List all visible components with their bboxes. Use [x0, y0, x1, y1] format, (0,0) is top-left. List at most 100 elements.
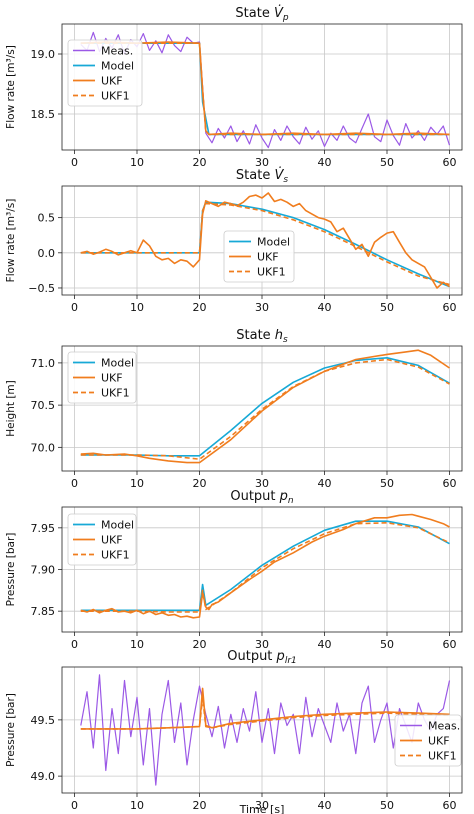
x-tick-label: 60 [443, 638, 457, 651]
legend-label-ukf: UKF [428, 735, 450, 748]
legend: Model UKF UKF1 [67, 351, 137, 404]
x-tick-label: 50 [380, 799, 394, 812]
x-tick-label: 60 [443, 156, 457, 169]
series-line-ukf1 [80, 202, 450, 286]
series-line-model [80, 520, 450, 612]
legend: Meas. UKF UKF1 [394, 714, 462, 767]
x-tick-label: 30 [255, 477, 269, 490]
y-tick-label: 70.5 [31, 399, 56, 412]
series-line-ukf [80, 349, 450, 464]
x-tick-label: 30 [255, 301, 269, 314]
legend-label-ukf: UKF [101, 372, 123, 385]
x-tick-label: 10 [130, 156, 144, 169]
legend-box [67, 39, 143, 107]
legend-label-ukf1: UKF1 [101, 549, 130, 562]
x-tick-label: 40 [318, 301, 332, 314]
legend: Model UKF UKF1 [223, 230, 295, 283]
panel-title: Output pn [230, 489, 294, 506]
y-tick-label: 7.95 [31, 522, 56, 535]
legend-label-ukf: UKF [257, 251, 279, 264]
legend-label-ukf1: UKF1 [101, 387, 130, 400]
y-tick-label: 19.0 [31, 48, 56, 61]
legend-box [223, 230, 295, 283]
x-tick-label: 40 [318, 638, 332, 651]
legend-label-meas: Meas. [101, 45, 133, 58]
x-tick-label: 20 [193, 156, 207, 169]
x-tick-label: 50 [380, 156, 394, 169]
y-tick-label: 7.85 [31, 605, 56, 618]
legend-label-model: Model [101, 60, 134, 73]
y-axis-label: Flow rate [m³/s] [5, 45, 17, 129]
x-tick-label: 40 [318, 156, 332, 169]
x-tick-label: 50 [380, 638, 394, 651]
x-tick-label: 0 [71, 156, 78, 169]
series-line-ukf1 [80, 42, 450, 136]
chart-panel-1: 0 10 20 30 40 50 60 18.5 19.0 State V̇p Flow rate … [5, 6, 463, 169]
x-tick-label: 0 [71, 638, 78, 651]
legend: Meas. Model UKF UKF1 [67, 39, 143, 107]
y-tick-label: 49.0 [31, 770, 56, 783]
x-tick-label: 30 [255, 156, 269, 169]
x-tick-label: 20 [193, 301, 207, 314]
y-tick-label: 71.0 [31, 357, 56, 370]
series-line-ukf1 [80, 358, 450, 461]
x-tick-label: 10 [130, 301, 144, 314]
panel-title: Output plr1 [227, 649, 297, 666]
x-tick-label: 10 [130, 477, 144, 490]
y-axis-label: Flow rate [m³/s] [5, 199, 17, 283]
x-tick-label: 10 [130, 638, 144, 651]
y-tick-label: 0.0 [38, 247, 56, 260]
x-tick-label: 20 [193, 799, 207, 812]
legend: Model UKF UKF1 [67, 513, 137, 566]
legend-label-ukf1: UKF1 [428, 750, 457, 763]
x-tick-label: 0 [71, 799, 78, 812]
y-axis-label: Pressure [bar] [5, 693, 17, 767]
chart-panel-4: 0 10 20 30 40 50 60 7.85 7.90 7.95 Output pn Pressu… [5, 489, 463, 651]
x-tick-label: 40 [318, 799, 332, 812]
x-tick-label: 30 [255, 638, 269, 651]
panel-title: State hs [236, 328, 288, 345]
series-line-ukf1 [80, 521, 450, 613]
legend-label-model: Model [257, 236, 290, 249]
legend-label-ukf: UKF [101, 75, 123, 88]
x-tick-label: 0 [71, 301, 78, 314]
y-tick-label: 7.90 [31, 564, 56, 577]
y-tick-label: 70.0 [31, 441, 56, 454]
y-axis-label: Height [m] [5, 380, 17, 436]
x-tick-label: 30 [255, 799, 269, 812]
x-tick-label: 60 [443, 301, 457, 314]
series-line-ukf1 [80, 696, 450, 730]
x-tick-label: 50 [380, 301, 394, 314]
y-tick-label: −0.5 [28, 282, 55, 295]
legend-label-model: Model [101, 519, 134, 532]
series-line-meas [80, 31, 451, 149]
series-line-meas [80, 674, 451, 786]
chart-panel-3: 0 10 20 30 40 50 60 70.0 70.5 71.0 State hs Height … [5, 328, 463, 490]
x-tick-label: 60 [443, 799, 457, 812]
legend-label-meas: Meas. [428, 720, 460, 733]
x-tick-label: 0 [71, 477, 78, 490]
legend-box [67, 351, 137, 404]
x-tick-label: 20 [193, 477, 207, 490]
y-tick-label: 0.5 [38, 212, 56, 225]
series-line-ukf [80, 41, 450, 136]
y-tick-label: 18.5 [31, 108, 56, 121]
y-axis-label: Pressure [bar] [5, 533, 17, 607]
x-tick-label: 50 [380, 477, 394, 490]
legend-label-ukf1: UKF1 [257, 266, 286, 279]
panel-title: State V̇s [236, 168, 288, 185]
legend-box [394, 714, 462, 767]
legend-label-ukf: UKF [101, 534, 123, 547]
chart-panel-2: 0 10 20 30 40 50 60 −0.5 0.0 0.5 State V̇s Flow rat… [5, 168, 463, 314]
panel-title: State V̇p [235, 6, 288, 23]
y-tick-label: 49.5 [31, 714, 56, 727]
x-axis-label: Time [s] [239, 803, 285, 814]
legend-box [67, 513, 137, 566]
x-tick-label: 60 [443, 477, 457, 490]
x-tick-label: 10 [130, 799, 144, 812]
series-line-ukf [80, 192, 450, 289]
x-tick-label: 40 [318, 477, 332, 490]
legend-label-model: Model [101, 357, 134, 370]
chart-panel-5: 0 10 20 30 40 50 60 49.0 49.5 Output plr1 Pressure… [5, 649, 463, 814]
